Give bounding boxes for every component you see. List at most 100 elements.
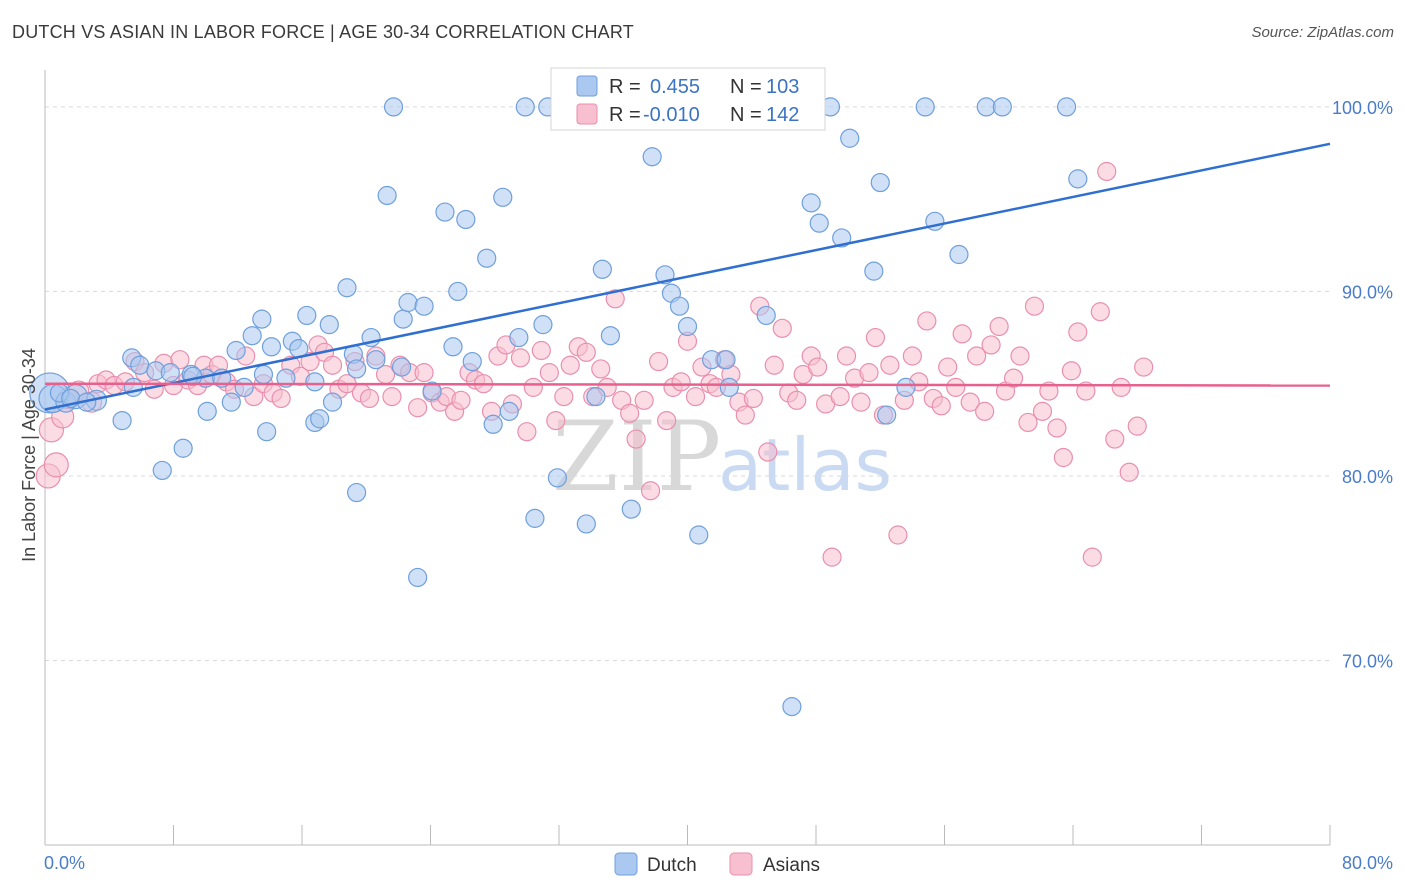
dutch-point bbox=[337, 278, 357, 298]
dutch-point bbox=[483, 414, 503, 434]
asians-point bbox=[836, 346, 857, 366]
dutch-point bbox=[347, 359, 367, 379]
trendlines bbox=[44, 142, 1331, 411]
asians-point bbox=[902, 346, 922, 366]
dutch-r-value: 0.455 bbox=[650, 76, 700, 98]
dutch-point bbox=[261, 337, 282, 357]
dutch-point bbox=[408, 567, 428, 588]
asians-point bbox=[414, 363, 434, 383]
dutch-point bbox=[669, 296, 690, 316]
dutch-point bbox=[366, 350, 386, 370]
asians-point bbox=[382, 387, 402, 407]
dutch-point bbox=[801, 193, 821, 213]
dutch-point bbox=[297, 305, 317, 326]
y-tick-label: 80.0% bbox=[1342, 467, 1393, 487]
asians-point bbox=[989, 316, 1009, 337]
dutch-point bbox=[1068, 169, 1088, 189]
dutch-point bbox=[896, 377, 916, 397]
y-axis-label: In Labor Force | Age 30-34 bbox=[19, 348, 39, 562]
y-tick-label: 100.0% bbox=[1332, 98, 1393, 118]
dutch-point bbox=[253, 364, 274, 385]
asians-point bbox=[591, 359, 611, 379]
watermark-atlas: atlas bbox=[718, 423, 892, 507]
asians-point bbox=[1003, 368, 1024, 388]
asians-point bbox=[605, 289, 625, 309]
asians-point bbox=[560, 355, 580, 375]
dutch-trendline bbox=[44, 142, 1331, 411]
dutch-point bbox=[621, 499, 641, 519]
dutch-point bbox=[756, 305, 776, 326]
asians-point bbox=[1010, 346, 1030, 366]
dutch-point bbox=[152, 460, 172, 481]
dutch-point bbox=[477, 248, 497, 268]
x-tick-label: 0.0% bbox=[44, 853, 85, 873]
asians-point bbox=[1127, 416, 1147, 436]
dutch-point bbox=[600, 326, 621, 346]
dutch-point bbox=[226, 340, 246, 361]
asians-point bbox=[1076, 381, 1096, 401]
dutch-point bbox=[877, 405, 897, 425]
asians-point bbox=[517, 422, 537, 442]
asians-point bbox=[952, 324, 972, 344]
asians-point bbox=[938, 357, 958, 377]
dutch-point bbox=[305, 372, 325, 392]
dutch-point bbox=[414, 296, 434, 316]
asians-point bbox=[880, 355, 900, 375]
asians-point bbox=[808, 357, 828, 377]
bottom-dutch-swatch bbox=[614, 852, 638, 876]
asians-n-label: N = bbox=[730, 104, 762, 126]
asians-point bbox=[967, 346, 987, 366]
asians-swatch bbox=[576, 103, 598, 125]
dutch-point bbox=[915, 97, 935, 117]
asians-point bbox=[851, 392, 871, 412]
asians-point bbox=[1097, 161, 1117, 182]
chart-title: DUTCH VS ASIAN IN LABOR FORCE | AGE 30-3… bbox=[12, 22, 634, 42]
asians-point bbox=[576, 342, 596, 362]
dutch-point bbox=[462, 351, 482, 372]
dutch-point bbox=[716, 350, 736, 370]
asians-point bbox=[300, 351, 320, 372]
asians-point bbox=[1119, 462, 1139, 482]
asians-point bbox=[531, 340, 551, 361]
dutch-point bbox=[448, 281, 468, 302]
dutch-point bbox=[393, 309, 413, 329]
dutch-n-label: N = bbox=[730, 76, 762, 98]
dutch-point bbox=[976, 97, 996, 117]
dutch-point bbox=[221, 392, 241, 412]
dutch-point bbox=[422, 381, 442, 401]
dutch-point bbox=[870, 172, 890, 193]
asians-point bbox=[546, 410, 566, 431]
asians-point bbox=[451, 390, 471, 410]
dutch-point bbox=[197, 401, 217, 421]
dutch-point bbox=[183, 366, 203, 386]
asians-point bbox=[510, 348, 531, 368]
dutch-point bbox=[493, 187, 513, 207]
asians-point bbox=[626, 429, 646, 449]
dutch-point bbox=[832, 228, 852, 248]
asians-point bbox=[271, 388, 291, 409]
bottom-dutch-label: Dutch bbox=[647, 855, 697, 876]
dutch-point bbox=[509, 327, 529, 348]
asians-point bbox=[554, 387, 574, 407]
asians-point bbox=[917, 311, 937, 331]
dutch-point bbox=[499, 401, 519, 421]
asians-point bbox=[539, 363, 559, 383]
asians-point bbox=[640, 481, 661, 501]
dutch-point bbox=[398, 292, 418, 313]
dutch-n-value: 103 bbox=[766, 76, 799, 98]
asians-point bbox=[946, 377, 966, 397]
bottom-asians-label: Asians bbox=[763, 855, 820, 876]
asians-point bbox=[657, 410, 677, 431]
asians-point bbox=[634, 390, 654, 410]
asians-point bbox=[685, 387, 706, 407]
dutch-point bbox=[533, 315, 553, 335]
asians-point bbox=[1068, 322, 1088, 342]
dutch-point bbox=[689, 525, 709, 545]
y-tick-label: 90.0% bbox=[1342, 282, 1393, 302]
asians-point bbox=[1024, 296, 1045, 316]
asians-r-value: -0.010 bbox=[643, 104, 700, 126]
dutch-point bbox=[525, 508, 545, 528]
asians-series bbox=[35, 161, 1154, 567]
asians-point bbox=[787, 390, 807, 410]
dutch-point bbox=[456, 209, 476, 230]
